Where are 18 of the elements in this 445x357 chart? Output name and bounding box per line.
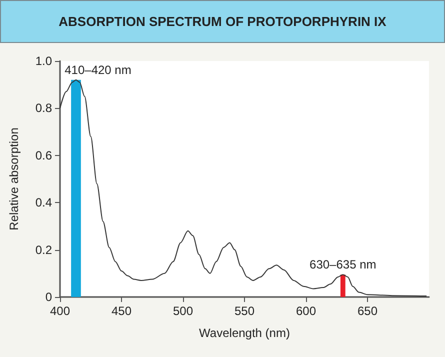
x-tick-label: 600 bbox=[296, 304, 316, 318]
y-tick-label: 1.0 bbox=[35, 54, 52, 68]
x-axis-title: Wavelength (nm) bbox=[199, 326, 290, 340]
band-label: 410–420 nm bbox=[64, 62, 132, 77]
x-tick-label: 550 bbox=[234, 304, 255, 318]
x-tick-label: 650 bbox=[357, 304, 378, 318]
chart-title: ABSORPTION SPECTRUM OF PROTOPORPHYRIN IX bbox=[0, 0, 445, 43]
band-label: 630–635 nm bbox=[310, 258, 376, 272]
y-tick-label: 0.6 bbox=[35, 148, 52, 162]
y-tick-label: 0.2 bbox=[35, 242, 52, 257]
line-series bbox=[60, 79, 428, 297]
y-tick-label: 0 bbox=[45, 290, 52, 304]
x-tick-label: 500 bbox=[172, 304, 194, 318]
y-axis-title: Relative absorption bbox=[7, 128, 21, 230]
y-tick-label: 0.8 bbox=[35, 101, 52, 116]
y-tick-label: 0.4 bbox=[35, 196, 52, 210]
x-tick-label: 450 bbox=[111, 304, 132, 318]
x-tick-label: 400 bbox=[50, 304, 70, 318]
